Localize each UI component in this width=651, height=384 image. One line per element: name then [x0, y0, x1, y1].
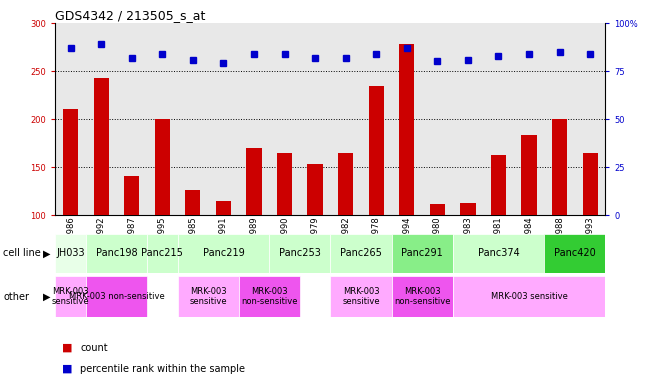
Text: percentile rank within the sample: percentile rank within the sample — [80, 364, 245, 374]
Bar — [338, 152, 353, 215]
Bar — [270, 234, 330, 273]
Bar — [391, 234, 452, 273]
Bar — [460, 203, 475, 215]
Bar — [155, 119, 170, 215]
Text: Panc215: Panc215 — [141, 248, 183, 258]
Bar — [544, 234, 605, 273]
Bar — [399, 44, 415, 215]
Text: Panc265: Panc265 — [340, 248, 382, 258]
Bar — [246, 148, 262, 215]
Bar — [277, 152, 292, 215]
Bar — [552, 119, 567, 215]
Text: MRK-003 non-sensitive: MRK-003 non-sensitive — [68, 292, 164, 301]
Bar — [452, 234, 544, 273]
Text: ■: ■ — [62, 343, 72, 353]
Bar — [186, 190, 201, 215]
Text: cell line: cell line — [3, 248, 41, 258]
Bar — [86, 276, 147, 317]
Bar — [330, 276, 391, 317]
Text: count: count — [80, 343, 107, 353]
Bar — [55, 276, 86, 317]
Text: Panc374: Panc374 — [478, 248, 519, 258]
Text: ▶: ▶ — [42, 248, 50, 258]
Text: Panc198: Panc198 — [96, 248, 137, 258]
Text: MRK-003 sensitive: MRK-003 sensitive — [491, 292, 568, 301]
Text: MRK-003
non-sensitive: MRK-003 non-sensitive — [394, 287, 450, 306]
Bar — [583, 152, 598, 215]
Bar — [147, 234, 178, 273]
Text: other: other — [3, 291, 29, 302]
Text: Panc253: Panc253 — [279, 248, 321, 258]
Text: GDS4342 / 213505_s_at: GDS4342 / 213505_s_at — [55, 9, 206, 22]
Bar — [368, 86, 384, 215]
Text: ■: ■ — [62, 364, 72, 374]
Text: Panc219: Panc219 — [202, 248, 244, 258]
Text: MRK-003
sensitive: MRK-003 sensitive — [189, 287, 227, 306]
Text: MRK-003
sensitive: MRK-003 sensitive — [342, 287, 380, 306]
Text: JH033: JH033 — [56, 248, 85, 258]
Bar — [94, 78, 109, 215]
Text: Panc420: Panc420 — [554, 248, 596, 258]
Text: Panc291: Panc291 — [401, 248, 443, 258]
Bar — [63, 109, 78, 215]
Bar — [307, 164, 323, 215]
Text: MRK-003
sensitive: MRK-003 sensitive — [52, 287, 89, 306]
Bar — [124, 176, 139, 215]
Bar — [452, 276, 605, 317]
Bar — [55, 234, 86, 273]
Bar — [521, 136, 536, 215]
Bar — [391, 276, 452, 317]
Bar — [491, 155, 506, 215]
Bar — [215, 200, 231, 215]
Bar — [330, 234, 391, 273]
Bar — [239, 276, 300, 317]
Bar — [178, 234, 270, 273]
Bar — [430, 204, 445, 215]
Text: ▶: ▶ — [42, 291, 50, 302]
Bar — [86, 234, 147, 273]
Text: MRK-003
non-sensitive: MRK-003 non-sensitive — [241, 287, 298, 306]
Bar — [178, 276, 239, 317]
